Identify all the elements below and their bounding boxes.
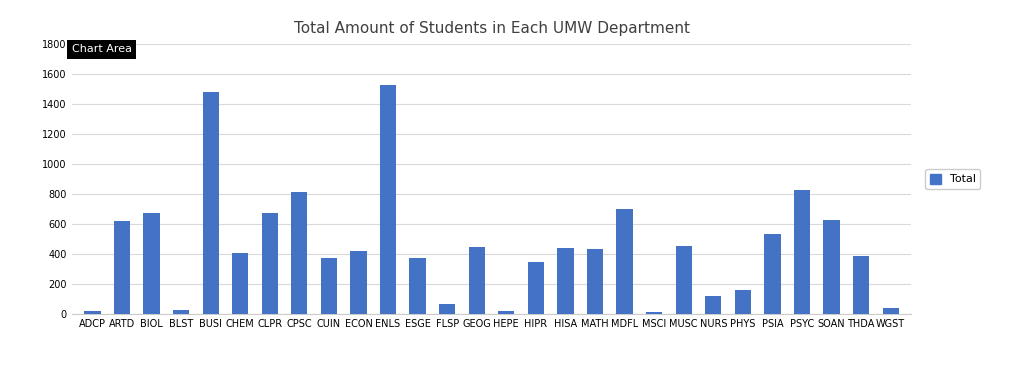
Bar xyxy=(557,248,573,314)
Bar xyxy=(380,85,396,314)
Bar xyxy=(616,209,633,314)
Bar xyxy=(114,221,130,314)
Bar xyxy=(734,290,751,314)
Bar xyxy=(439,304,456,314)
Text: Chart Area: Chart Area xyxy=(72,44,132,54)
Bar xyxy=(203,92,219,314)
Bar xyxy=(321,258,337,314)
Legend: Total: Total xyxy=(926,169,980,189)
Bar xyxy=(676,246,692,314)
Bar xyxy=(853,256,869,314)
Bar xyxy=(143,213,160,314)
Bar xyxy=(410,258,426,314)
Bar xyxy=(527,262,544,314)
Bar xyxy=(469,247,485,314)
Bar xyxy=(262,213,278,314)
Bar xyxy=(498,311,514,314)
Bar xyxy=(883,308,899,314)
Bar xyxy=(794,190,810,314)
Bar xyxy=(232,253,249,314)
Bar xyxy=(84,311,100,314)
Bar xyxy=(823,220,840,314)
Bar xyxy=(764,234,780,314)
Bar xyxy=(173,310,189,314)
Bar xyxy=(706,296,721,314)
Bar xyxy=(350,251,367,314)
Bar xyxy=(587,249,603,314)
Bar xyxy=(646,312,663,314)
Bar xyxy=(291,192,307,314)
Title: Total Amount of Students in Each UMW Department: Total Amount of Students in Each UMW Dep… xyxy=(294,21,689,36)
